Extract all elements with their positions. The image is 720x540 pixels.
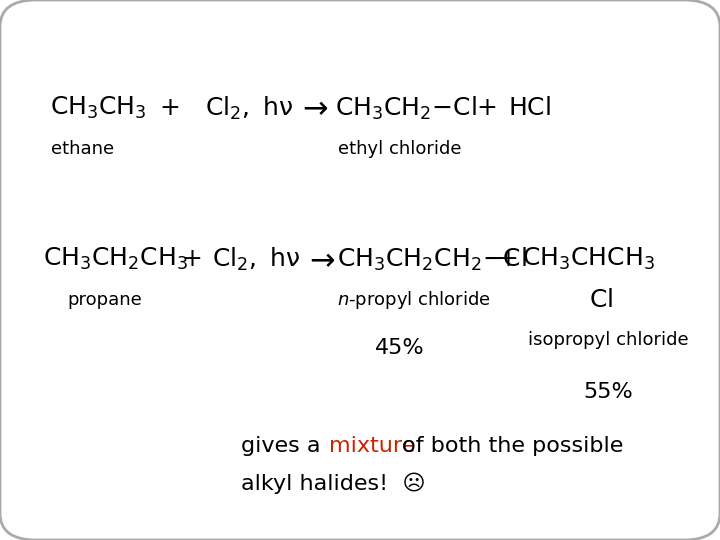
Text: $n$-propyl chloride: $n$-propyl chloride: [337, 289, 491, 310]
Text: $\mathrm{Cl_2,\ h\nu}$: $\mathrm{Cl_2,\ h\nu}$: [205, 94, 293, 122]
Text: $\mathrm{CH_3CH_2{-}Cl}$: $\mathrm{CH_3CH_2{-}Cl}$: [335, 94, 477, 122]
Text: $\mathrm{Cl_2,\ h\nu}$: $\mathrm{Cl_2,\ h\nu}$: [212, 246, 300, 273]
Text: ethane: ethane: [51, 139, 114, 158]
Text: $\rightarrow$: $\rightarrow$: [305, 245, 336, 274]
Text: gives a: gives a: [241, 435, 328, 456]
Text: $+$: $+$: [476, 96, 496, 120]
Text: alkyl halides!  ☹: alkyl halides! ☹: [241, 472, 426, 494]
Text: propane: propane: [67, 291, 142, 309]
Text: $\mathrm{CH_3CHCH_3}$: $\mathrm{CH_3CHCH_3}$: [522, 246, 654, 272]
Text: isopropyl chloride: isopropyl chloride: [528, 331, 689, 349]
Text: $+$: $+$: [181, 247, 201, 271]
Text: $+$: $+$: [159, 96, 179, 120]
Text: $\mathrm{HCl}$: $\mathrm{HCl}$: [508, 96, 551, 120]
Text: $\mathrm{Cl}$: $\mathrm{Cl}$: [589, 288, 613, 312]
Text: 55%: 55%: [583, 381, 634, 402]
Text: $\mathrm{CH_3CH_2CH_3}$: $\mathrm{CH_3CH_2CH_3}$: [43, 246, 188, 272]
Text: of both the possible: of both the possible: [395, 435, 623, 456]
Text: $+$: $+$: [498, 247, 518, 271]
Text: $\mathrm{CH_3CH_2CH_2{-}Cl}$: $\mathrm{CH_3CH_2CH_2{-}Cl}$: [337, 246, 527, 273]
Text: 45%: 45%: [375, 338, 424, 359]
Text: ethyl chloride: ethyl chloride: [338, 139, 462, 158]
Text: mixture: mixture: [329, 435, 415, 456]
Text: $\mathrm{CH_3CH_3}$: $\mathrm{CH_3CH_3}$: [50, 95, 147, 121]
Text: $\rightarrow$: $\rightarrow$: [297, 93, 329, 123]
